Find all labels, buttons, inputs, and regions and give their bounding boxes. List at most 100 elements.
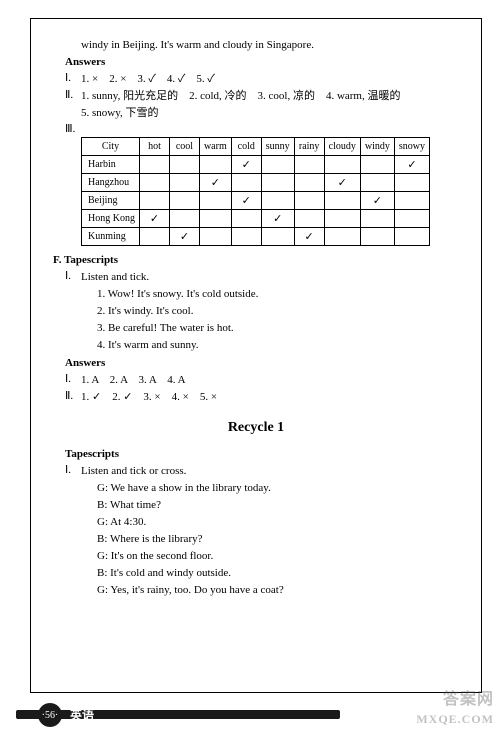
weather-cell xyxy=(261,156,294,174)
roman-3: Ⅲ. xyxy=(65,122,81,135)
dialogue-line: G: We have a show in the library today. xyxy=(53,480,459,497)
table-row: Hangzhou ✓ ✓ xyxy=(82,174,430,192)
weather-cell xyxy=(294,174,324,192)
table-header: cloudy xyxy=(324,138,360,156)
weather-cell: ✓ xyxy=(231,156,261,174)
weather-cell xyxy=(231,228,261,246)
answers-heading-2: Answers xyxy=(53,355,459,372)
dialogue-line: G: Yes, it's rainy, too. Do you have a c… xyxy=(53,582,459,599)
answers-heading-1: Answers xyxy=(53,54,459,71)
table-row: Beijing ✓ ✓ xyxy=(82,192,430,210)
weather-cell: ✓ xyxy=(360,192,394,210)
dialogue-line: B: What time? xyxy=(53,497,459,514)
weather-table: Cityhotcoolwarmcoldsunnyrainycloudywindy… xyxy=(81,137,430,246)
weather-cell xyxy=(394,174,429,192)
weather-cell: ✓ xyxy=(324,174,360,192)
table-header: City xyxy=(82,138,140,156)
sectionF-roman: Ⅰ. xyxy=(65,269,81,282)
weather-cell xyxy=(169,192,199,210)
weather-cell xyxy=(199,210,231,228)
weather-cell xyxy=(199,228,231,246)
weather-cell xyxy=(294,156,324,174)
answers2-row2: Ⅱ. 1. ✓ 2. ✓ 3. × 4. × 5. × xyxy=(53,389,459,406)
weather-cell: ✓ xyxy=(261,210,294,228)
tapescripts-heading: Tapescripts xyxy=(53,446,459,463)
weather-cell xyxy=(360,174,394,192)
weather-cell xyxy=(199,192,231,210)
weather-cell xyxy=(261,228,294,246)
dialogue-line: G: It's on the second floor. xyxy=(53,548,459,565)
city-cell: Hangzhou xyxy=(82,174,140,192)
table-row: Kunming ✓ ✓ xyxy=(82,228,430,246)
weather-cell xyxy=(169,156,199,174)
answers1-row1: Ⅰ. 1. × 2. × 3. ✓ 4. ✓ 5. ✓ xyxy=(53,71,459,88)
weather-cell: ✓ xyxy=(169,228,199,246)
weather-cell xyxy=(324,192,360,210)
table-header: cold xyxy=(231,138,261,156)
list-item: 2. It's windy. It's cool. xyxy=(53,303,459,320)
table-header: cool xyxy=(169,138,199,156)
weather-cell xyxy=(360,210,394,228)
dialogue-line: B: It's cold and windy outside. xyxy=(53,565,459,582)
weather-cell xyxy=(394,228,429,246)
city-cell: Harbin xyxy=(82,156,140,174)
weather-cell: ✓ xyxy=(394,156,429,174)
weather-cell xyxy=(261,192,294,210)
weather-cell: ✓ xyxy=(231,192,261,210)
table-row: Harbin ✓ ✓ xyxy=(82,156,430,174)
weather-cell xyxy=(139,156,169,174)
list-item: 4. It's warm and sunny. xyxy=(53,337,459,354)
roman-2: Ⅱ. xyxy=(65,88,81,101)
recycle-sub: Ⅰ. Listen and tick or cross. xyxy=(53,463,459,480)
weather-cell: ✓ xyxy=(294,228,324,246)
weather-cell xyxy=(169,210,199,228)
footer-subject: 英语 xyxy=(70,706,94,723)
table-header: snowy xyxy=(394,138,429,156)
answers1-row3: Ⅲ. xyxy=(53,122,459,135)
weather-cell xyxy=(360,156,394,174)
weather-cell xyxy=(169,174,199,192)
weather-cell xyxy=(394,210,429,228)
weather-cell xyxy=(294,210,324,228)
footer-bar xyxy=(16,710,340,719)
weather-cell xyxy=(324,210,360,228)
answers2-roman2: Ⅱ. xyxy=(65,389,81,402)
table-header: rainy xyxy=(294,138,324,156)
page-frame: windy in Beijing. It's warm and cloudy i… xyxy=(30,18,482,693)
weather-cell xyxy=(261,174,294,192)
answers1-line1: 1. × 2. × 3. ✓ 4. ✓ 5. ✓ xyxy=(81,71,459,88)
answers1-row2: Ⅱ. 1. sunny, 阳光充足的 2. cold, 冷的 3. cool, … xyxy=(53,88,459,105)
city-cell: Hong Kong xyxy=(82,210,140,228)
list-item: 1. Wow! It's snowy. It's cold outside. xyxy=(53,286,459,303)
roman-1: Ⅰ. xyxy=(65,71,81,84)
watermark-2: MXQE.COM xyxy=(416,712,494,727)
answers1-line2b: 5. snowy, 下雪的 xyxy=(53,105,459,122)
answers2-line2: 1. ✓ 2. ✓ 3. × 4. × 5. × xyxy=(81,389,459,406)
weather-cell: ✓ xyxy=(199,174,231,192)
answers1-line2a: 1. sunny, 阳光充足的 2. cold, 冷的 3. cool, 凉的 … xyxy=(81,88,459,105)
dialogue-line: G: At 4:30. xyxy=(53,514,459,531)
table-row: Hong Kong✓✓ xyxy=(82,210,430,228)
sectionF-sub: Ⅰ. Listen and tick. xyxy=(53,269,459,286)
weather-cell xyxy=(199,156,231,174)
weather-cell xyxy=(231,174,261,192)
weather-cell xyxy=(231,210,261,228)
recycle-title: Recycle 1 xyxy=(53,420,459,436)
dialogue-line: B: Where is the library? xyxy=(53,531,459,548)
city-cell: Beijing xyxy=(82,192,140,210)
section-f-heading: F. Tapescripts xyxy=(53,252,459,269)
recycle-subhead: Listen and tick or cross. xyxy=(81,463,459,480)
weather-cell xyxy=(324,228,360,246)
table-header: sunny xyxy=(261,138,294,156)
sectionF-subhead: Listen and tick. xyxy=(81,269,459,286)
recycle-roman: Ⅰ. xyxy=(65,463,81,476)
weather-cell xyxy=(139,192,169,210)
answers2-row1: Ⅰ. 1. A 2. A 3. A 4. A xyxy=(53,372,459,389)
weather-cell xyxy=(139,228,169,246)
table-header: warm xyxy=(199,138,231,156)
list-item: 3. Be careful! The water is hot. xyxy=(53,320,459,337)
weather-cell xyxy=(360,228,394,246)
answers2-line1: 1. A 2. A 3. A 4. A xyxy=(81,372,459,389)
city-cell: Kunming xyxy=(82,228,140,246)
weather-cell: ✓ xyxy=(139,210,169,228)
